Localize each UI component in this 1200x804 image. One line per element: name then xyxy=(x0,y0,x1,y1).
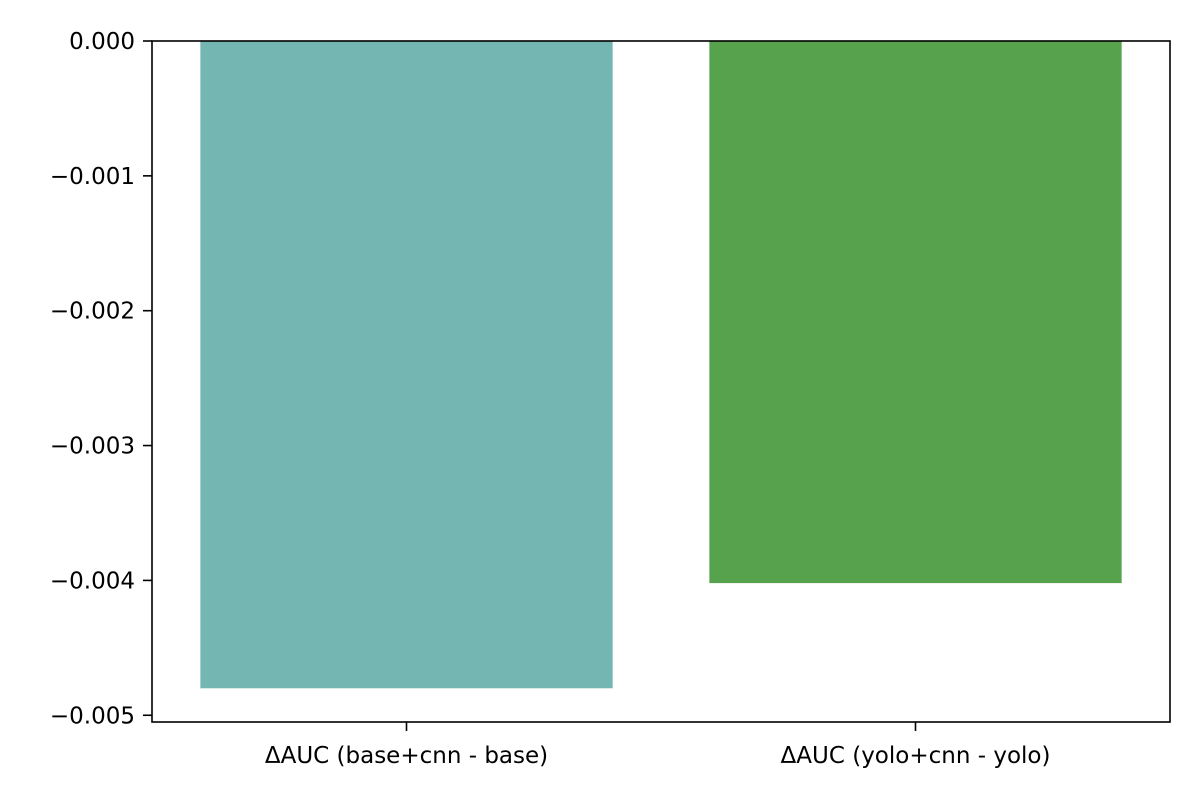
plot-frame xyxy=(151,40,1171,723)
y-tick-label: −0.004 xyxy=(50,568,135,594)
y-tick-label: −0.001 xyxy=(50,164,135,190)
x-tick-label: ΔAUC (base+cnn - base) xyxy=(265,743,548,769)
bars-group xyxy=(200,41,1122,689)
y-tick-label: 0.000 xyxy=(69,29,135,55)
y-tick-label: −0.002 xyxy=(50,299,135,325)
y-tick-label: −0.003 xyxy=(50,434,135,460)
y-axis-ticks: 0.000 −0.001 −0.002 −0.003 −0.004 −0.005 xyxy=(50,29,152,729)
bar-1 xyxy=(200,41,613,689)
x-axis-ticks: ΔAUC (base+cnn - base) ΔAUC (yolo+cnn - y… xyxy=(265,722,1051,769)
y-tick-label: −0.005 xyxy=(50,703,135,729)
x-tick-label: ΔAUC (yolo+cnn - yolo) xyxy=(781,743,1051,769)
bar-2 xyxy=(709,41,1122,584)
